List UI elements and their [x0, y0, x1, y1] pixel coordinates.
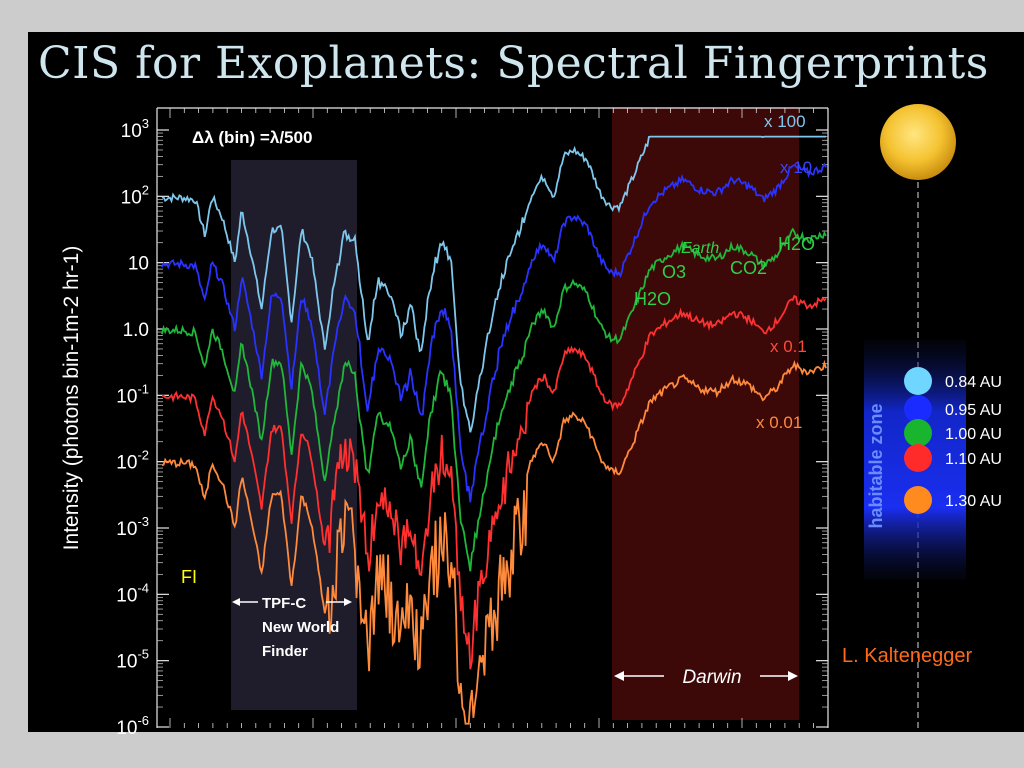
x-axis-ticks: [169, 108, 829, 728]
scale-label-x10: x 10: [780, 158, 812, 177]
tpf-label-group: TPF-C New World Finder: [232, 595, 352, 660]
legend-marker: [904, 419, 932, 447]
scale-label-x0.01: x 0.01: [756, 413, 802, 432]
feature-label-h2o-right: H2O: [778, 234, 815, 254]
legend-marker: [904, 444, 932, 472]
spectrum-line-2: [161, 227, 827, 572]
y-tick-label: 10-4: [116, 580, 149, 606]
legend-marker: [904, 367, 932, 395]
slide-panel: [28, 32, 1024, 732]
spectrum-line-4: [161, 359, 827, 725]
legend-label: 1.10 AU: [945, 451, 1002, 468]
legend-label: 0.95 AU: [945, 402, 1002, 419]
tpf-label-line2: New World: [262, 619, 339, 636]
spectrum-line-0: [161, 135, 826, 433]
y-tick-label: 10-3: [116, 514, 149, 540]
y-tick-label: 1.0: [123, 320, 149, 341]
sun-icon: [880, 104, 956, 180]
scale-label-x100: x 100: [764, 112, 806, 131]
feature-label-h2o-left: H2O: [634, 289, 671, 309]
corner-label: FI: [181, 567, 197, 587]
darwin-region: [612, 107, 799, 720]
spectrum-line-1: [161, 162, 827, 503]
credit-label: L. Kaltenegger: [842, 645, 972, 667]
y-tick-label: 103: [121, 116, 149, 142]
tpf-label-line3: Finder: [262, 643, 308, 660]
y-tick-label: 10-5: [116, 647, 149, 673]
spectrum-line-3: [161, 294, 827, 670]
feature-label-co2: CO2: [730, 258, 767, 278]
series-layer: [161, 135, 827, 725]
slide-title: CIS for Exoplanets: Spectral Fingerprint…: [38, 38, 989, 89]
y-axis-label: Intensity (photons bin-1m-2 hr-1): [60, 246, 83, 551]
darwin-label-group: Darwin: [614, 667, 798, 688]
bin-label: Δλ (bin) =λ/500: [192, 128, 312, 147]
legend: 0.84 AU 0.95 AU 1.00 AU 1.10 AU 1.30 AU: [904, 367, 1002, 514]
y-tick-label: 10-6: [116, 713, 149, 739]
tpf-label-line1: TPF-C: [262, 595, 306, 612]
y-tick-label: 102: [121, 182, 149, 208]
legend-marker: [904, 395, 932, 423]
feature-label-o3: O3: [662, 262, 686, 282]
y-tick-label: 10-2: [116, 448, 149, 474]
legend-marker: [904, 486, 932, 514]
feature-label-earth: Earth: [681, 240, 719, 257]
darwin-label: Darwin: [682, 667, 741, 688]
scale-label-x0.1: x 0.1: [770, 337, 807, 356]
y-tick-label: 10: [128, 254, 149, 275]
legend-label: 1.00 AU: [945, 426, 1002, 443]
legend-label: 1.30 AU: [945, 493, 1002, 510]
habitable-zone-label: habitable zone: [866, 403, 886, 528]
legend-label: 0.84 AU: [945, 374, 1002, 391]
y-tick-label: 10-1: [116, 381, 149, 407]
